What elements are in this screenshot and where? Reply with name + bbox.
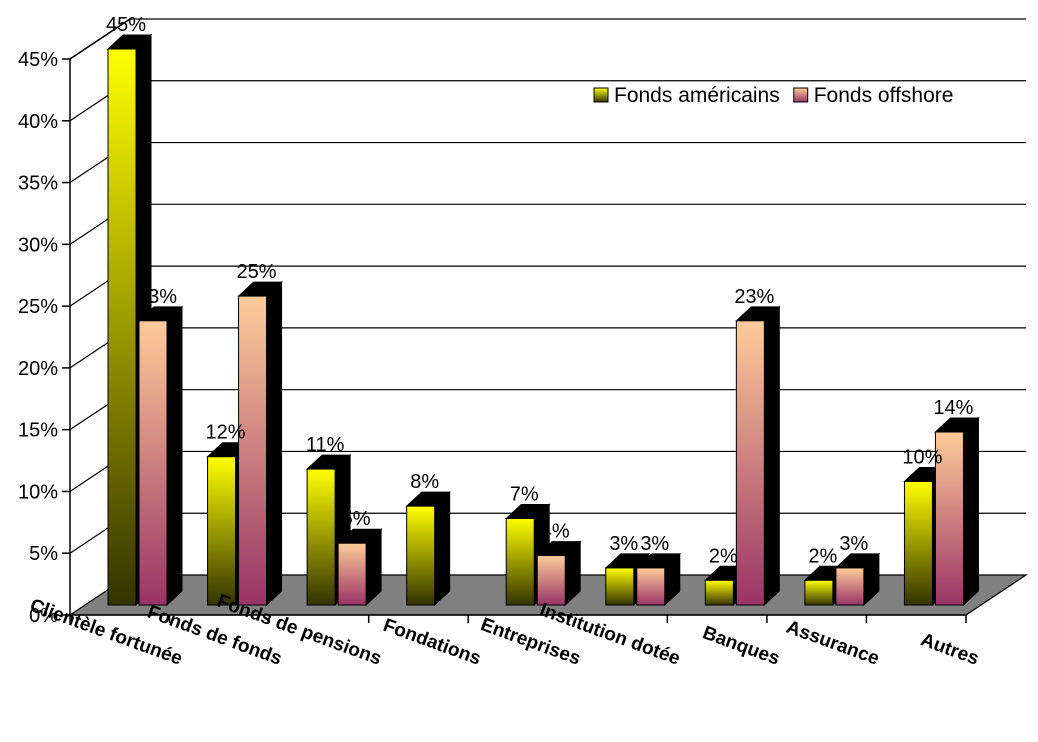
data-label: 14% xyxy=(933,397,973,419)
legend-swatch xyxy=(793,87,809,103)
legend: Fonds américains Fonds offshore xyxy=(593,84,954,107)
data-label: 2% xyxy=(709,545,738,567)
data-label: 3% xyxy=(609,533,638,555)
legend-entry: Fonds américains xyxy=(614,84,780,107)
bar-side xyxy=(266,280,283,607)
data-label: 11% xyxy=(306,434,345,456)
bar-front xyxy=(804,579,834,606)
bar-front xyxy=(704,579,734,606)
y-tick-label: 0% xyxy=(29,605,58,627)
bar-side xyxy=(434,491,451,607)
bar-fonds-offshore xyxy=(237,280,283,607)
data-label: 3% xyxy=(640,533,669,555)
bar-fonds-offshore xyxy=(137,305,184,607)
y-tick-label: 10% xyxy=(18,481,58,503)
y-tick-label: 15% xyxy=(18,420,58,442)
bar-fonds-offshore xyxy=(934,416,980,607)
data-label: 10% xyxy=(902,446,942,468)
data-label: 5% xyxy=(342,508,371,530)
bar-front xyxy=(636,567,666,606)
y-tick-label: 35% xyxy=(18,173,58,195)
bar-front xyxy=(138,320,168,606)
bar-front xyxy=(903,480,933,606)
data-label: 12% xyxy=(206,422,246,444)
y-tick-label: 5% xyxy=(29,543,58,565)
y-tick-label: 40% xyxy=(18,111,58,133)
bar-fonds-offshore xyxy=(336,528,383,607)
x-tick-label: Assurance xyxy=(783,617,881,670)
bar-side xyxy=(763,305,780,607)
bar-front xyxy=(207,456,237,606)
data-label: 23% xyxy=(137,286,177,308)
data-label: 4% xyxy=(541,521,570,543)
bar-front xyxy=(505,518,535,606)
y-tick-label: 30% xyxy=(18,234,58,256)
bar-front xyxy=(306,468,336,606)
data-label: 23% xyxy=(734,286,774,308)
bar-front xyxy=(107,48,137,606)
bar-front xyxy=(406,505,436,606)
x-tick-label: Fondations xyxy=(380,615,483,670)
bar-front xyxy=(337,542,367,606)
bar-fonds-americains xyxy=(405,491,451,607)
data-label: 2% xyxy=(808,545,837,567)
bar-front xyxy=(605,567,635,606)
x-tick-label: Banques xyxy=(700,623,783,670)
y-tick-label: 20% xyxy=(18,358,58,380)
bar-side xyxy=(962,416,979,607)
bar-front xyxy=(238,295,268,606)
bar-fonds-offshore xyxy=(635,552,682,607)
data-label: 8% xyxy=(410,471,439,493)
bar-side xyxy=(166,305,183,607)
y-tick-label: 25% xyxy=(18,296,58,318)
bar-fonds-offshore xyxy=(834,552,881,607)
bar-front xyxy=(536,555,566,606)
legend-entry: Fonds offshore xyxy=(814,84,954,107)
bar-front xyxy=(835,567,865,606)
bar-fonds-offshore xyxy=(535,540,582,607)
legend-swatch xyxy=(593,87,609,103)
data-label: 45% xyxy=(106,14,146,36)
data-label: 3% xyxy=(839,533,868,555)
x-tick-label: Autres xyxy=(918,629,982,669)
data-label: 25% xyxy=(237,261,277,283)
y-tick-label: 45% xyxy=(18,49,58,71)
data-label: 7% xyxy=(510,484,539,506)
gridline-side xyxy=(69,18,131,60)
bar-fonds-americains xyxy=(305,453,352,607)
bar-fonds-offshore xyxy=(735,305,781,607)
bar-front xyxy=(934,431,964,606)
bar-front xyxy=(735,320,765,606)
